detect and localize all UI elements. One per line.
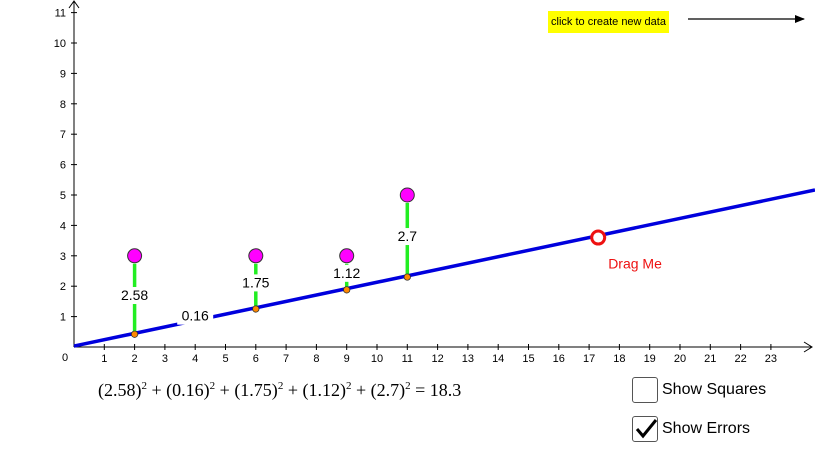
x-tick-label: 17 [583,353,595,365]
formula-plus: + [355,380,367,400]
y-tick-label: 9 [60,68,66,80]
data-point[interactable] [248,248,264,264]
x-tick-label: 10 [371,353,383,365]
y-tick-label: 11 [55,8,66,20]
fit-point [403,273,411,281]
error-label-bg [177,307,214,325]
x-tick-label: 12 [431,353,443,365]
error-label: 1.12 [333,265,360,281]
error-label-bg [324,264,369,282]
error-label: 2.7 [398,228,418,244]
formula-exponent: 2 [345,380,352,392]
y-axis-arrow [68,0,80,9]
y-tick-label: 7 [60,129,66,141]
x-tick-label: 6 [253,353,259,365]
x-tick-label: 2 [132,353,138,365]
x-tick-label: 11 [402,353,413,365]
x-tick-label: 21 [704,353,716,365]
y-tick-label: 1 [60,312,66,324]
checkmark-icon [635,419,658,439]
formula-plus: + [151,380,162,400]
x-tick-label: 18 [613,353,625,365]
formula-result: 18.3 [429,380,462,400]
x-tick-label: 1 [101,353,107,365]
show-squares-checkbox[interactable] [632,377,658,403]
formula-equals: = [415,380,426,400]
x-tick-label: 22 [734,353,746,365]
data-point[interactable] [399,187,415,203]
x-tick-label: 19 [644,353,656,365]
x-tick-label: 5 [222,353,228,365]
drag-me-label: Drag Me [608,256,662,272]
x-tick-label: 7 [283,353,289,365]
formula-term: (1.12) [302,380,346,400]
formula-exponent: 2 [141,380,148,392]
fit-point [343,286,351,294]
formula-term: (2.7) [370,380,406,400]
x-tick-label: 16 [553,353,565,365]
create-new-data-button[interactable]: click to create new data [548,11,669,33]
error-label: 1.75 [242,274,269,290]
formula-term: (0.16) [166,380,210,400]
sum-of-squares-formula: (2.58)2 + (0.16)2 + (1.75)2 + (1.12)2 + … [98,380,461,401]
formula-plus: + [287,380,298,400]
error-label: 0.16 [182,308,209,324]
y-tick-label: 3 [60,251,66,263]
y-tick-label: 6 [60,160,66,172]
error-label: 2.58 [121,287,148,303]
x-tick-label: 4 [192,353,198,365]
x-tick-label: 15 [522,353,534,365]
fit-point [131,330,139,338]
show-squares-label: Show Squares [662,381,767,398]
x-tick-label: 23 [765,353,777,365]
x-tick-label: 3 [162,353,168,365]
formula-term: (2.58) [98,380,142,400]
y-tick-label: 10 [54,38,66,50]
formula-term: (1.75) [234,380,278,400]
y-tick-label: 8 [60,99,66,111]
x-tick-label: 8 [313,353,319,365]
axes [68,0,813,353]
error-label-bg [112,287,157,305]
show-squares-toggle[interactable]: Show Squares [632,377,766,403]
x-tick-label: 20 [674,353,686,365]
error-label-bg [385,228,430,246]
x-tick-label: 9 [344,353,350,365]
formula-exponent: 2 [209,380,216,392]
formula-exponent: 2 [405,380,411,392]
show-errors-toggle[interactable]: Show Errors [632,416,750,442]
fit-point [252,305,260,313]
show-errors-checkbox[interactable] [632,416,658,442]
data-point[interactable] [339,248,355,264]
drag-handle[interactable] [590,229,607,246]
y-tick-label: 2 [60,281,66,293]
y-tick-label: 4 [60,220,66,232]
y-tick-label: 5 [60,190,66,202]
origin-label: 0 [62,352,68,364]
x-tick-label: 13 [462,353,474,365]
x-tick-label: 14 [492,353,504,365]
data-point[interactable] [127,248,143,264]
formula-plus: + [219,380,230,400]
x-axis-arrow [803,341,813,353]
formula-exponent: 2 [277,380,284,392]
show-errors-label: Show Errors [662,420,751,437]
error-label-bg [233,274,278,292]
